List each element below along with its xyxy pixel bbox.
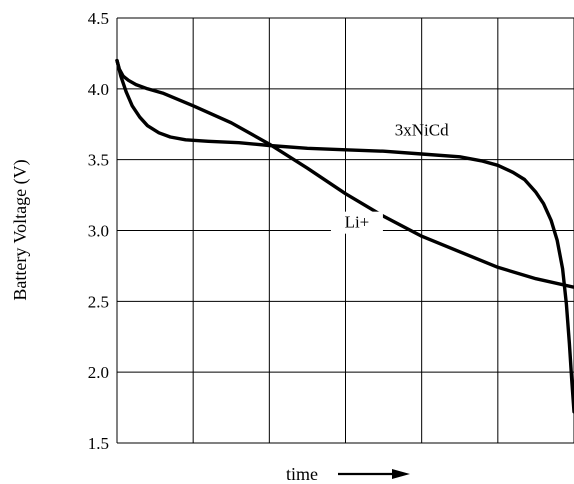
grid: [116, 17, 574, 444]
series-line-li: [115, 58, 574, 289]
y-tick-labels: 1.5 2.0 2.5 3.0 3.5 4.0 4.5: [88, 9, 109, 453]
series-label-nicd: 3xNiCd: [395, 121, 449, 140]
y-tick-label: 1.5: [88, 434, 109, 453]
x-axis-label: time: [286, 464, 318, 484]
y-tick-label: 2.0: [88, 363, 109, 382]
y-tick-label: 3.5: [88, 151, 109, 170]
y-tick-label: 3.0: [88, 222, 109, 241]
y-tick-label: 4.5: [88, 9, 109, 28]
y-axis-label: Battery Voltage (V): [10, 159, 31, 300]
y-tick-label: 2.5: [88, 292, 109, 311]
series-lines: [115, 58, 574, 414]
x-axis-arrow: [338, 469, 410, 479]
series-labels: 3xNiCd Li+: [330, 121, 449, 234]
series-label-background: [330, 211, 383, 234]
y-tick-label: 4.0: [88, 80, 109, 99]
series-label-li: Li+: [345, 213, 370, 232]
series-line-nicd: [115, 58, 574, 414]
